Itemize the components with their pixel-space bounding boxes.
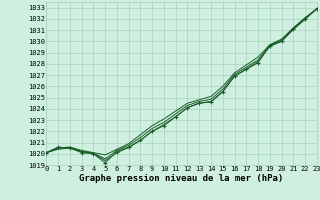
X-axis label: Graphe pression niveau de la mer (hPa): Graphe pression niveau de la mer (hPa)	[79, 174, 284, 183]
